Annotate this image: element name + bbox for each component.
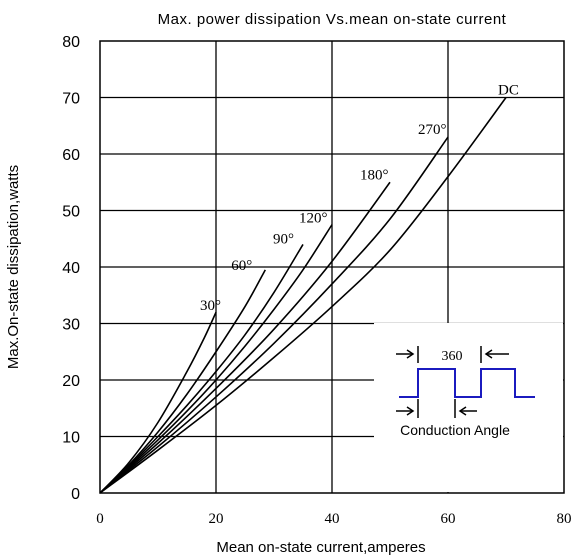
curve-60deg	[99, 269, 267, 494]
x-tick-label: 0	[96, 511, 104, 527]
curve-90deg	[99, 243, 304, 494]
curve-label-120deg: 120°	[299, 211, 328, 227]
x-tick-label: 80	[557, 511, 572, 527]
curve-30deg	[99, 311, 217, 494]
inset-waveform	[399, 368, 535, 398]
conduction-arrowhead-left	[406, 406, 415, 416]
y-tick-label: 80	[62, 34, 80, 51]
y-tick-label: 0	[71, 486, 80, 503]
inset-background	[374, 323, 563, 492]
curve-group	[99, 97, 507, 494]
x-axis-label: Mean on-state current,amperes	[216, 539, 425, 556]
y-tick-label: 70	[62, 91, 80, 108]
curve-label-60deg: 60°	[231, 258, 252, 274]
inset-diagram: 360 Conduction Angle	[374, 323, 563, 492]
y-axis-label: Max.On-state dissipation,watts	[5, 165, 22, 369]
y-tick-label: 30	[62, 317, 80, 334]
curve-120deg	[99, 224, 333, 494]
chart-title: Max. power dissipation Vs.mean on-state …	[158, 11, 507, 28]
y-tick-label: 10	[62, 430, 80, 447]
curve-label-180deg: 180°	[360, 167, 389, 183]
curve-label-270deg: 270°	[418, 122, 447, 138]
conduction-label: Conduction Angle	[400, 422, 510, 438]
y-tick-label: 60	[62, 147, 80, 164]
curve-label-dc: DC	[498, 83, 519, 99]
y-tick-label: 50	[62, 204, 80, 221]
y-tick-labels: 0 10 20 30 40 50 60 70 80	[62, 34, 80, 503]
curve-180deg	[99, 181, 391, 494]
x-tick-labels: 0 20 40 60 80	[96, 511, 571, 527]
x-tick-label: 20	[209, 511, 224, 527]
x-tick-label: 60	[441, 511, 456, 527]
curve-labels: 30° 60° 90° 120° 180° 270° DC	[200, 83, 519, 315]
period-label: 360	[442, 349, 463, 364]
curve-270deg	[99, 136, 449, 494]
curve-dc	[99, 97, 507, 494]
y-tick-label: 20	[62, 373, 80, 390]
curve-label-30deg: 30°	[200, 298, 221, 314]
conduction-arrowhead-right	[458, 406, 467, 416]
period-arrowhead-right	[484, 349, 493, 359]
curve-label-90deg: 90°	[273, 231, 294, 247]
period-arrowhead-left	[406, 349, 415, 359]
x-tick-label: 40	[325, 511, 340, 527]
y-tick-label: 40	[62, 260, 80, 277]
